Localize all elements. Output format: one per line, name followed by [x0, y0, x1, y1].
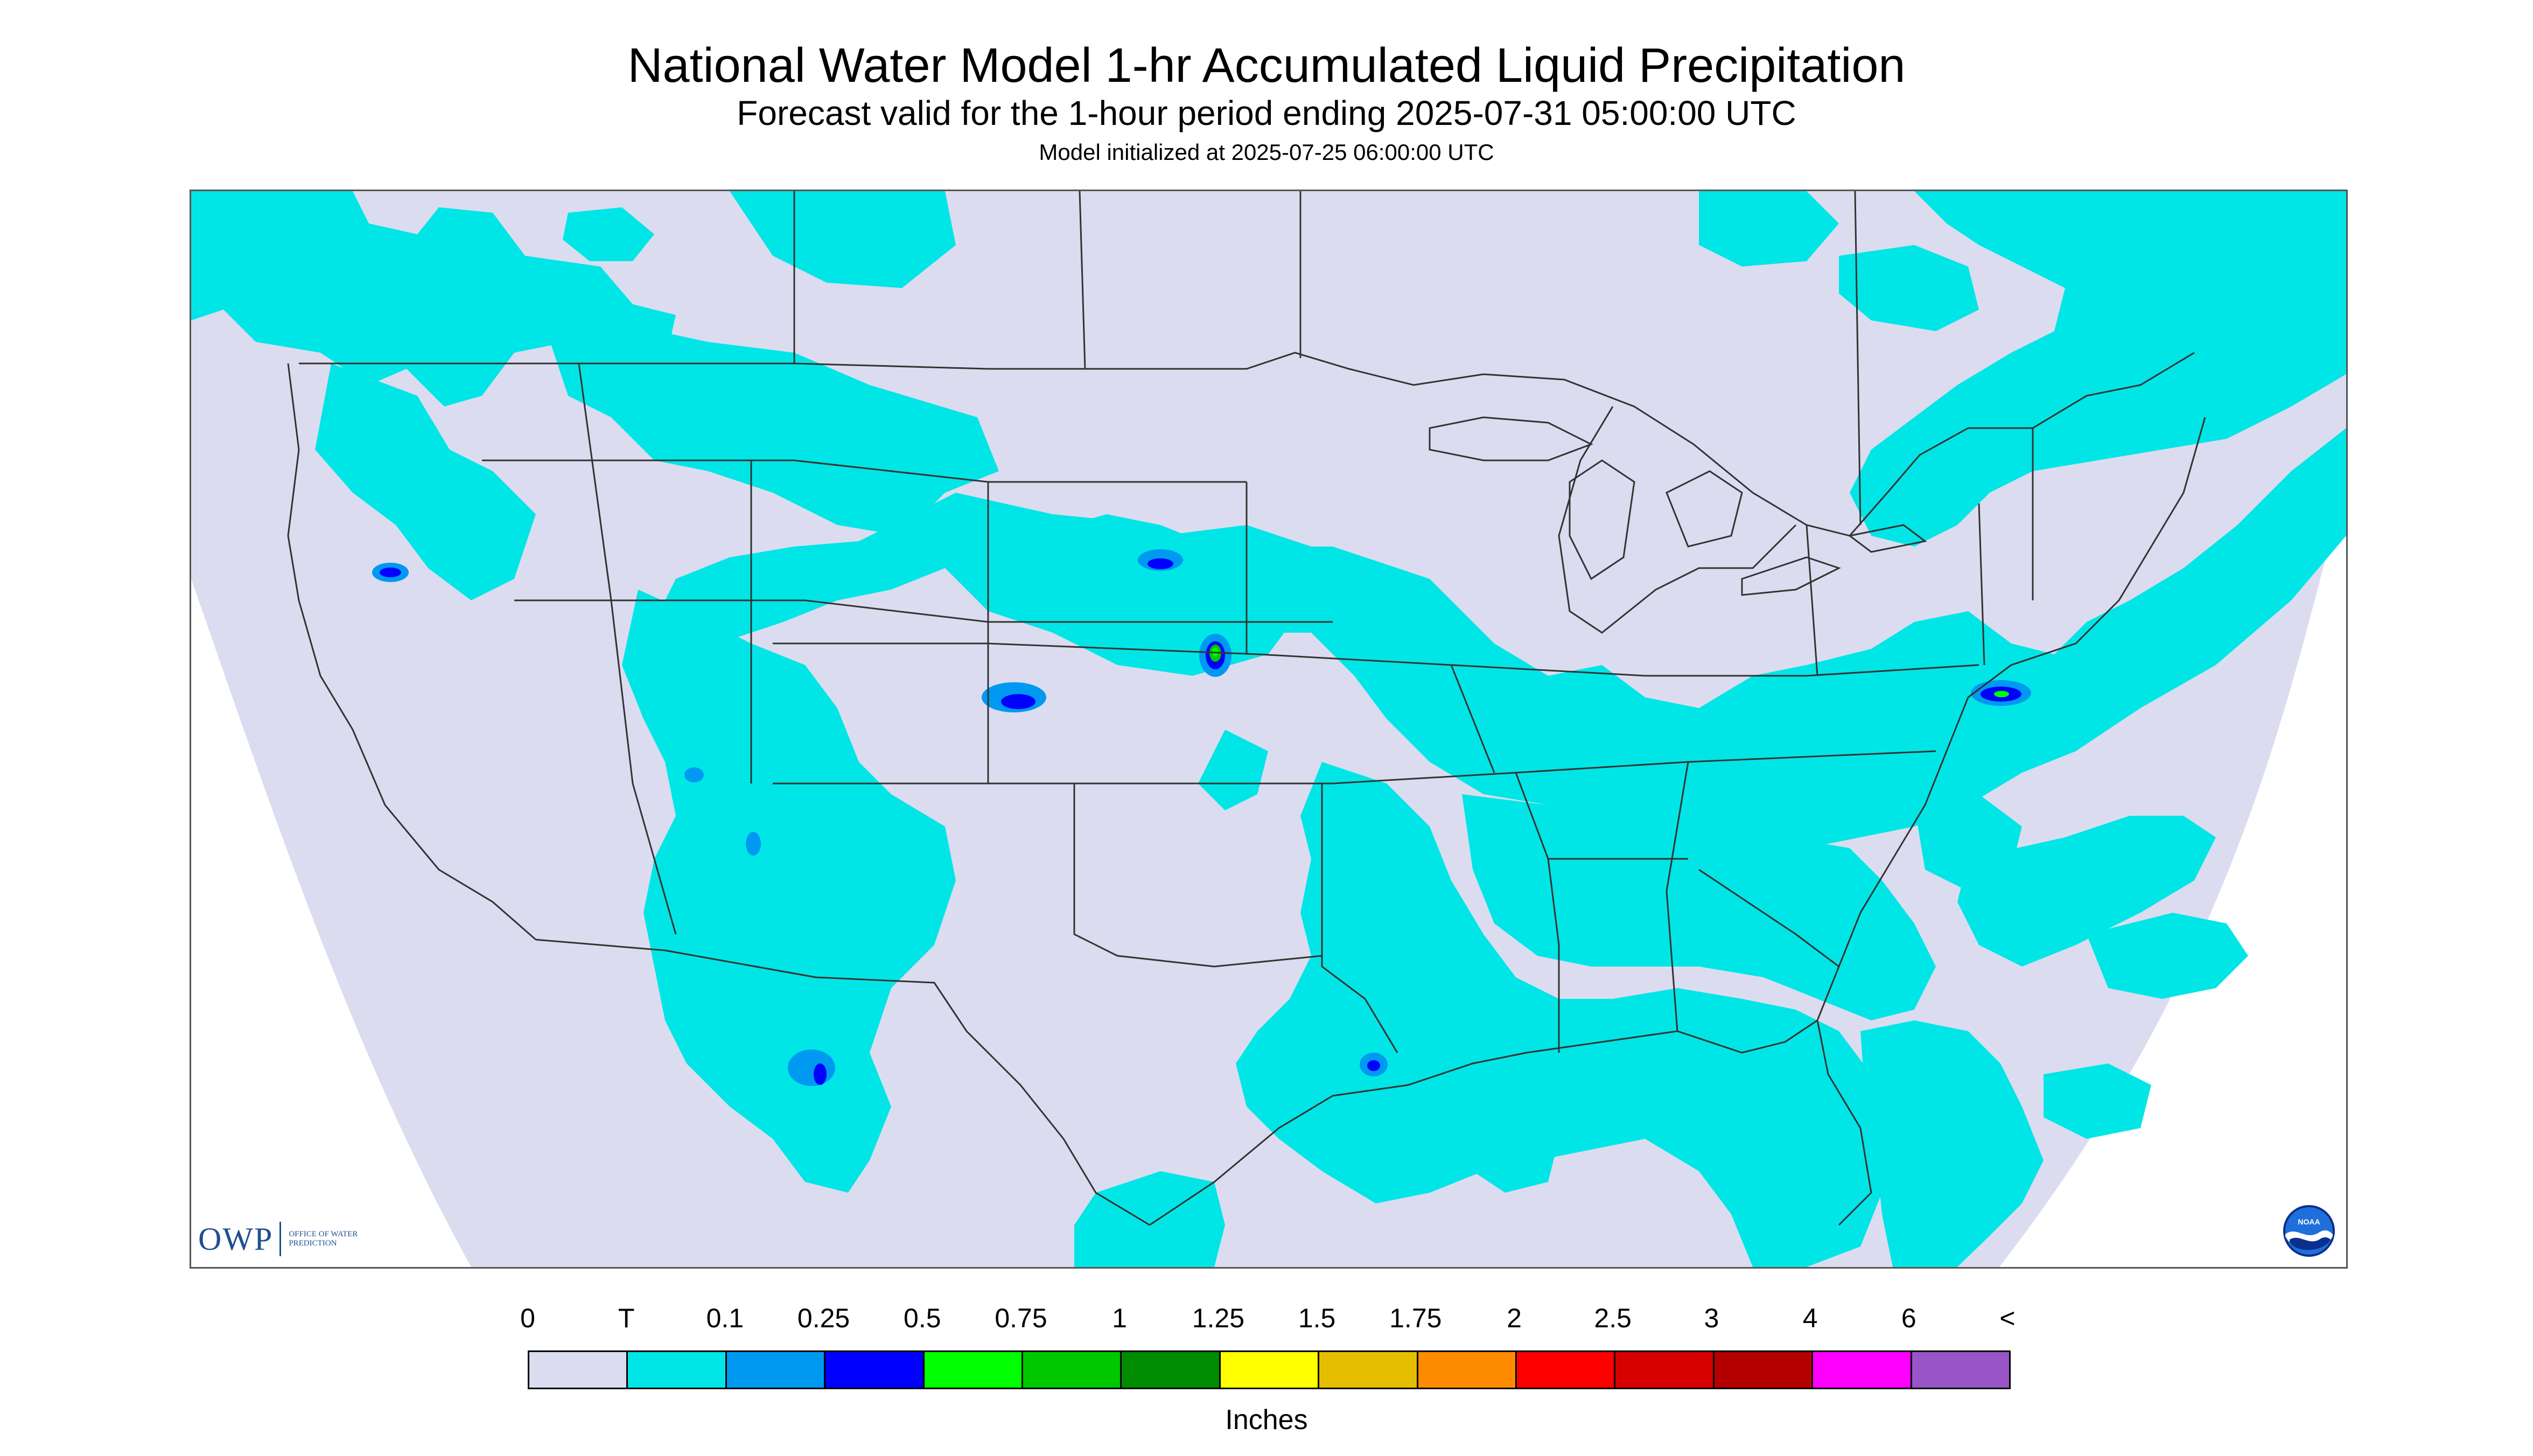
legend-swatch [529, 1352, 628, 1388]
legend-label: 1.25 [1192, 1303, 1245, 1333]
legend-swatch [1517, 1352, 1616, 1388]
model-init-time: Model initialized at 2025-07-25 06:00:00… [1039, 139, 1494, 165]
legend-swatch [924, 1352, 1024, 1388]
noaa-emblem-icon: NOAA [2283, 1205, 2335, 1257]
legend-swatch [1319, 1352, 1418, 1388]
legend-label: 1 [1112, 1303, 1128, 1333]
legend-labels: 0 T 0.1 0.25 0.5 0.75 1 1.25 1.5 1.75 2 2.5 3 4 6 < [0, 1302, 2533, 1340]
legend-label: 0 [520, 1303, 535, 1333]
legend-swatch [726, 1352, 826, 1388]
legend-swatch [1418, 1352, 1517, 1388]
legend-swatch [1912, 1352, 2010, 1388]
legend-swatch [1813, 1352, 1912, 1388]
legend-label: 0.5 [904, 1303, 941, 1333]
legend-label: 4 [1802, 1303, 1818, 1333]
owp-logo-mark: OWP [198, 1222, 282, 1256]
map-subtitle: Forecast valid for the 1-hour period end… [737, 94, 1796, 132]
noaa-logo: NOAA [2282, 1204, 2336, 1258]
owp-logo-text: Office of Water Prediction [289, 1230, 358, 1248]
legend-swatch [1023, 1352, 1122, 1388]
legend-label: 1.75 [1389, 1303, 1442, 1333]
map-title: National Water Model 1-hr Accumulated Li… [627, 39, 1906, 93]
owp-logo: OWP Office of Water Prediction [198, 1220, 359, 1258]
legend-units: Inches [1225, 1404, 1308, 1436]
legend-label: 1.5 [1298, 1303, 1336, 1333]
legend-label: 6 [1901, 1303, 1916, 1333]
state-boundaries [287, 191, 2206, 1226]
legend-swatch [1714, 1352, 1814, 1388]
noaa-logo-text: NOAA [2298, 1217, 2320, 1226]
legend-swatch [628, 1352, 727, 1388]
trace-precip-areas [191, 191, 2346, 1267]
legend-label: 0.1 [706, 1303, 744, 1333]
legend-swatch [825, 1352, 925, 1388]
legend-swatch [1615, 1352, 1715, 1388]
legend-label: 2 [1507, 1303, 1522, 1333]
precipitation-map [190, 190, 2348, 1269]
legend-label: < [1999, 1303, 2016, 1333]
map-canvas [191, 191, 2346, 1267]
legend-label: T [618, 1303, 635, 1333]
legend-swatch [1122, 1352, 1221, 1388]
legend-label: 2.5 [1594, 1303, 1632, 1333]
legend-label: 0.25 [797, 1303, 850, 1333]
legend-label: 3 [1704, 1303, 1719, 1333]
legend-label: 0.75 [995, 1303, 1047, 1333]
great-lakes [1429, 416, 1927, 596]
legend-swatch [1220, 1352, 1320, 1388]
legend-colorbar [528, 1350, 2011, 1389]
